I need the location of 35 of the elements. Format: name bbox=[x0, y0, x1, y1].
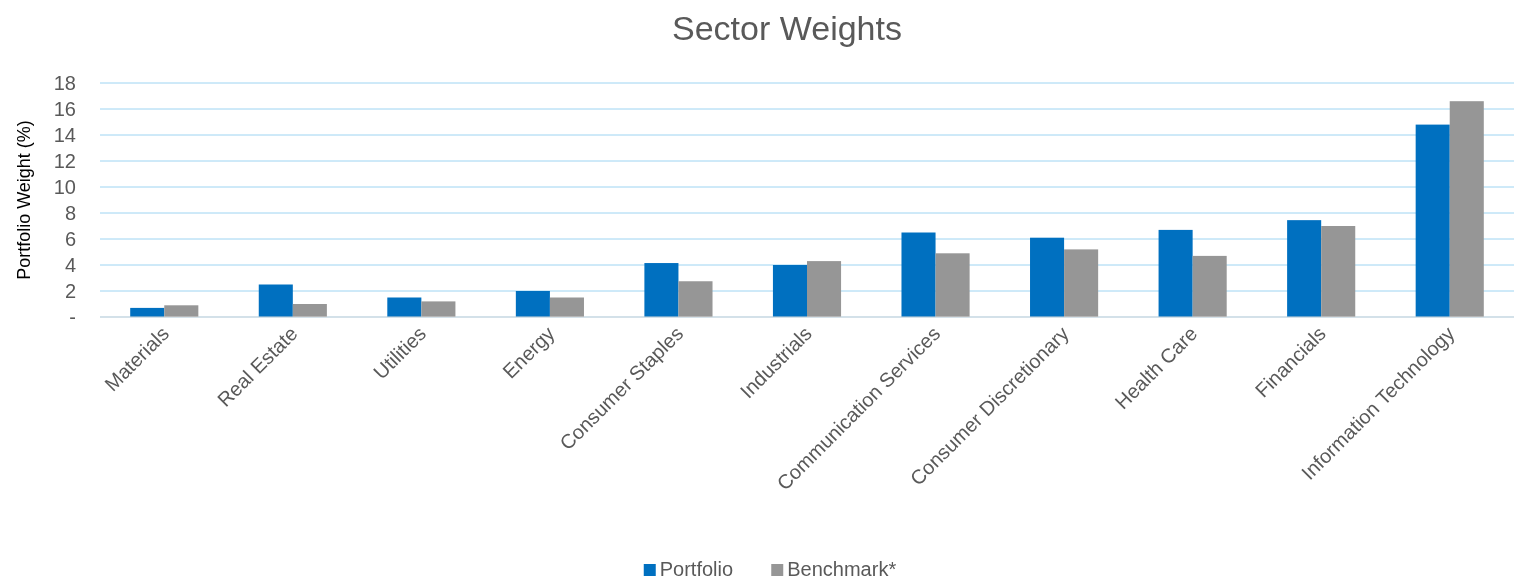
y-tick-label: 2 bbox=[64, 280, 76, 302]
y-tick-label: - bbox=[69, 306, 76, 328]
bar bbox=[935, 253, 970, 317]
bar bbox=[1321, 226, 1356, 317]
y-tick-label: 4 bbox=[64, 254, 76, 276]
bar bbox=[901, 232, 936, 317]
y-tick-label: 14 bbox=[53, 124, 76, 146]
bar bbox=[807, 261, 842, 317]
bar bbox=[1030, 237, 1065, 317]
y-tick-label: 6 bbox=[64, 228, 76, 250]
legend-label: Benchmark* bbox=[787, 558, 897, 580]
bar bbox=[678, 281, 713, 317]
bar bbox=[1192, 255, 1227, 317]
bar bbox=[644, 263, 679, 317]
bar bbox=[772, 265, 807, 317]
legend-label: Portfolio bbox=[659, 558, 734, 580]
y-tick-label: 16 bbox=[53, 98, 76, 120]
y-tick-label: 8 bbox=[64, 202, 76, 224]
y-axis-title: Portfolio Weight (%) bbox=[14, 120, 34, 280]
bar bbox=[1287, 220, 1322, 317]
bar bbox=[292, 304, 327, 317]
y-tick-label: 18 bbox=[53, 72, 76, 94]
bar bbox=[258, 284, 293, 317]
bar bbox=[421, 301, 456, 317]
bar bbox=[164, 305, 199, 317]
bar bbox=[1415, 124, 1450, 317]
y-tick-label: 10 bbox=[53, 176, 76, 198]
y-tick-label: 12 bbox=[53, 150, 76, 172]
bar bbox=[515, 291, 550, 317]
bar bbox=[1158, 229, 1193, 317]
bar bbox=[1449, 101, 1484, 317]
bar bbox=[387, 297, 422, 317]
bar bbox=[549, 297, 584, 317]
bar bbox=[1064, 249, 1099, 317]
chart-title: Sector Weights bbox=[672, 9, 902, 47]
